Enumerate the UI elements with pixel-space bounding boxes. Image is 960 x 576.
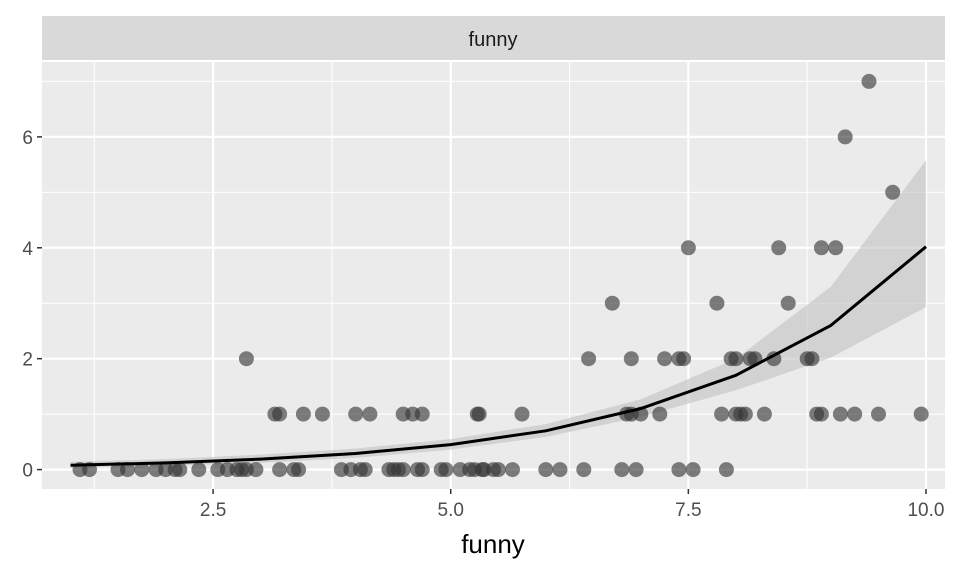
y-tick-label: 0 bbox=[22, 461, 33, 482]
plot-panel bbox=[42, 62, 945, 489]
data-point bbox=[837, 129, 853, 145]
fitted-curve bbox=[70, 245, 927, 467]
data-points bbox=[72, 73, 929, 478]
data-point bbox=[628, 462, 644, 478]
data-point bbox=[756, 406, 772, 422]
data-point bbox=[120, 462, 135, 478]
data-point bbox=[780, 295, 796, 311]
data-point bbox=[348, 406, 364, 422]
facet-strip bbox=[42, 16, 945, 60]
data-point bbox=[272, 462, 288, 478]
data-point bbox=[813, 240, 829, 256]
data-point bbox=[134, 462, 150, 478]
data-point bbox=[676, 351, 692, 367]
data-point bbox=[238, 351, 254, 367]
data-point bbox=[581, 351, 597, 367]
data-point bbox=[718, 462, 734, 478]
data-point bbox=[680, 240, 696, 256]
data-point bbox=[804, 351, 820, 367]
facet-strip-label: funny bbox=[469, 29, 518, 51]
data-point bbox=[671, 462, 687, 478]
data-point bbox=[832, 406, 848, 422]
y-tick-label: 6 bbox=[22, 128, 33, 149]
data-point bbox=[623, 351, 639, 367]
x-tick-label: 2.5 bbox=[200, 500, 226, 521]
data-point bbox=[272, 406, 288, 422]
data-point bbox=[471, 406, 487, 422]
x-tick-label: 5.0 bbox=[438, 500, 464, 521]
data-point bbox=[728, 351, 744, 367]
data-point bbox=[505, 462, 520, 478]
data-point bbox=[395, 462, 411, 478]
x-tick-label: 7.5 bbox=[675, 500, 701, 521]
x-tick-label: 10.0 bbox=[907, 500, 944, 521]
data-point bbox=[861, 73, 877, 89]
data-point bbox=[614, 462, 630, 478]
data-point bbox=[357, 462, 373, 478]
y-axis: 0 2 4 6 bbox=[22, 128, 42, 482]
x-axis-title: funny bbox=[461, 529, 525, 559]
data-point bbox=[362, 406, 378, 422]
data-point bbox=[885, 184, 901, 200]
data-point bbox=[291, 462, 307, 478]
data-point bbox=[913, 406, 929, 422]
data-point bbox=[657, 351, 673, 367]
data-point bbox=[685, 462, 701, 478]
data-point bbox=[438, 462, 454, 478]
data-point bbox=[871, 406, 886, 422]
data-point bbox=[652, 406, 668, 422]
data-point bbox=[737, 406, 753, 422]
data-point bbox=[514, 406, 530, 422]
data-point bbox=[490, 462, 506, 478]
data-point bbox=[295, 406, 311, 422]
data-point bbox=[576, 462, 592, 478]
data-point bbox=[414, 462, 430, 478]
data-point bbox=[604, 295, 620, 311]
confidence-ribbon bbox=[70, 160, 926, 468]
data-point bbox=[714, 406, 730, 422]
y-tick-label: 4 bbox=[22, 239, 33, 260]
minor-gridlines bbox=[42, 62, 945, 489]
data-point bbox=[191, 462, 207, 478]
data-point bbox=[314, 406, 330, 422]
data-point bbox=[172, 462, 188, 478]
data-point bbox=[813, 406, 829, 422]
data-point bbox=[847, 406, 863, 422]
x-axis: 2.5 5.0 7.5 10.0 bbox=[200, 489, 944, 521]
data-point bbox=[771, 240, 787, 256]
y-tick-label: 2 bbox=[22, 350, 33, 371]
data-point bbox=[552, 462, 568, 478]
data-point bbox=[538, 462, 554, 478]
data-point bbox=[709, 295, 725, 311]
data-point bbox=[414, 406, 430, 422]
data-point bbox=[828, 240, 844, 256]
data-point bbox=[248, 462, 264, 478]
